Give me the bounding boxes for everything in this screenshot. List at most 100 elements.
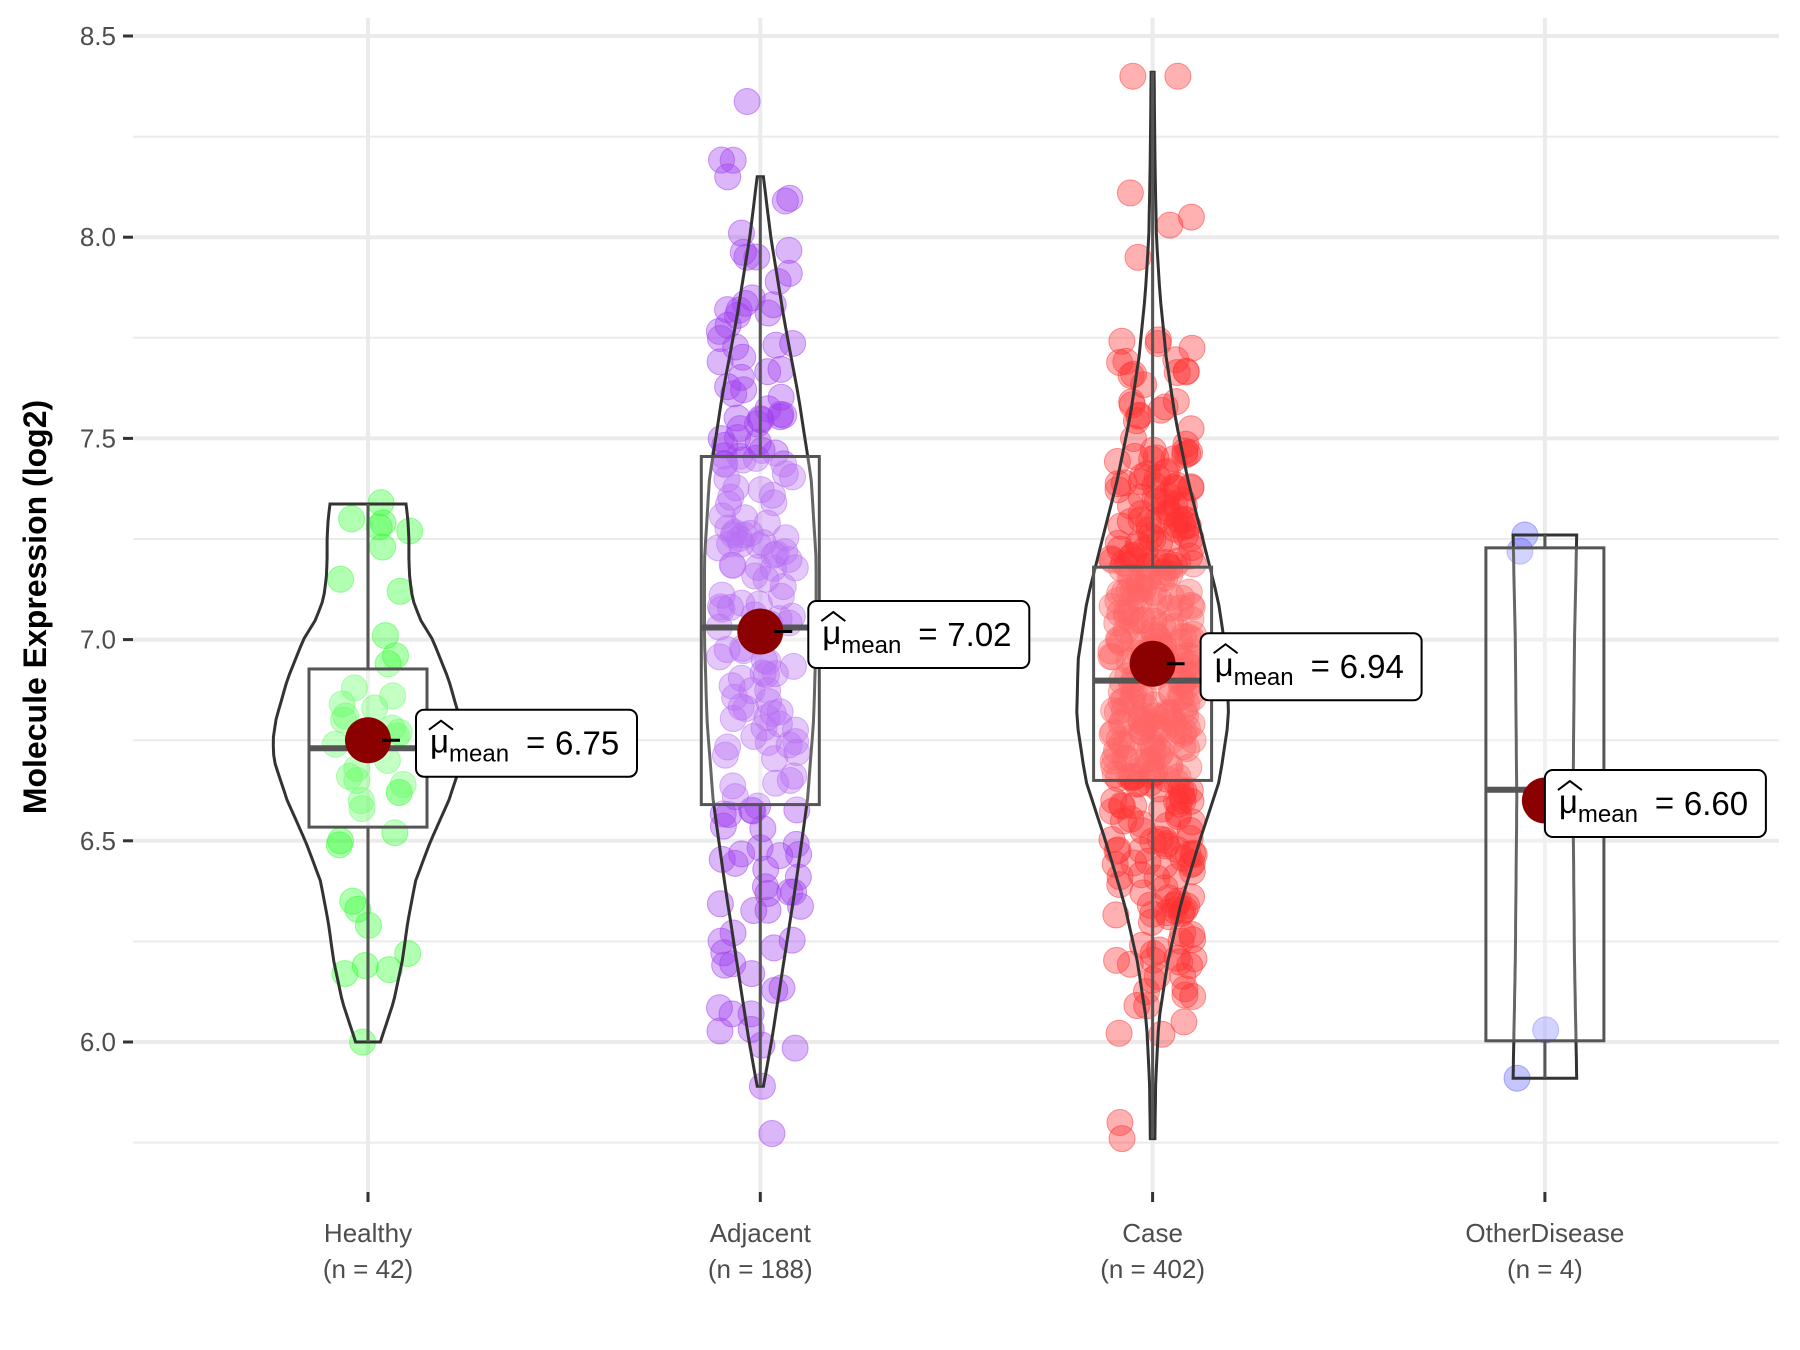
- data-point: [1100, 696, 1128, 724]
- data-point: [771, 187, 799, 215]
- hat-icon: [820, 610, 846, 622]
- data-point: [332, 702, 360, 730]
- data-point: [721, 518, 749, 546]
- x-tick-n-label-adjacent: (n = 188): [708, 1254, 813, 1284]
- data-point: [747, 476, 775, 504]
- data-point: [740, 897, 768, 925]
- data-point: [730, 521, 758, 549]
- mean-point: [737, 608, 784, 655]
- mean-subscript: mean: [841, 632, 901, 659]
- mean-subscript: mean: [449, 741, 509, 768]
- mean-value: 7.02: [947, 616, 1011, 653]
- data-point: [1161, 897, 1189, 925]
- data-point: [780, 762, 808, 790]
- mean-label-box: [415, 708, 638, 778]
- data-point: [742, 444, 770, 472]
- data-point: [1099, 719, 1127, 747]
- data-point: [776, 766, 804, 794]
- groups-layer: μ mean = 6.75μ mean = 7.02μ mean = 6.94μ mean = 6.60: [271, 62, 1767, 1153]
- data-point: [1178, 334, 1206, 362]
- data-point: [772, 524, 800, 552]
- points-healthy: [321, 489, 424, 1056]
- data-point: [754, 676, 782, 704]
- data-point: [723, 404, 751, 432]
- data-point: [711, 741, 739, 769]
- data-point: [1137, 522, 1165, 550]
- mean-label-adjacent: μ mean = 7.02: [807, 600, 1031, 670]
- data-point: [713, 636, 741, 664]
- data-point: [1141, 484, 1169, 512]
- data-point: [1166, 628, 1194, 656]
- data-point: [1098, 592, 1126, 620]
- data-point: [762, 331, 790, 359]
- data-point: [1099, 643, 1127, 671]
- data-point: [1165, 717, 1193, 745]
- y-tick-label: 7.5: [80, 423, 116, 453]
- x-tick-label-adjacent: Adjacent: [710, 1218, 812, 1248]
- mean-symbol: μ: [822, 614, 841, 651]
- data-point: [743, 243, 771, 271]
- data-point: [365, 513, 393, 541]
- x-tick-n-label-otherdisease: (n = 4): [1507, 1254, 1583, 1284]
- violin-case: [1075, 70, 1230, 1141]
- data-point: [343, 766, 371, 794]
- data-point: [1141, 591, 1169, 619]
- data-point: [1177, 605, 1205, 633]
- equals-sign: =: [918, 615, 937, 652]
- group-healthy: μ mean = 6.75: [271, 489, 638, 1056]
- y-tick-label: 8.0: [80, 222, 116, 252]
- data-point: [749, 815, 777, 843]
- data-point: [375, 956, 403, 984]
- data-point: [1138, 729, 1166, 757]
- mean-symbol: μ: [1559, 783, 1578, 820]
- hat-icon: [1213, 642, 1239, 655]
- data-point: [767, 355, 795, 383]
- x-tick-n-label-healthy: (n = 42): [323, 1254, 413, 1284]
- data-point: [1118, 723, 1146, 751]
- x-tick-label-otherdisease: OtherDisease: [1465, 1218, 1624, 1248]
- data-point: [751, 873, 779, 901]
- x-tick-label-case: Case: [1122, 1218, 1183, 1248]
- data-point: [769, 573, 797, 601]
- data-point: [1119, 62, 1147, 90]
- data-point: [1142, 702, 1170, 730]
- data-point: [369, 509, 397, 537]
- data-point: [706, 593, 734, 621]
- data-point: [781, 1034, 809, 1062]
- equals-sign: =: [526, 724, 545, 761]
- data-point: [339, 887, 367, 915]
- hat-icon: [1557, 779, 1583, 791]
- data-point: [711, 951, 739, 979]
- mean-value: 6.75: [555, 725, 619, 762]
- data-point: [714, 733, 742, 761]
- data-point: [344, 895, 372, 923]
- data-point: [327, 565, 355, 593]
- data-point: [325, 831, 353, 859]
- data-point: [1148, 1020, 1176, 1048]
- data-point: [1110, 686, 1138, 714]
- data-point: [1164, 62, 1192, 90]
- y-tick-label: 8.5: [80, 21, 116, 51]
- data-point: [1108, 555, 1136, 583]
- data-point: [762, 540, 790, 568]
- x-axis: Healthy (n = 42) Adjacent (n = 188) Case (n =…: [323, 1192, 1624, 1284]
- data-point: [727, 363, 755, 391]
- data-point: [1152, 832, 1180, 860]
- data-point: [719, 146, 747, 174]
- data-point: [706, 643, 734, 671]
- data-point: [779, 463, 807, 491]
- data-point: [1124, 243, 1152, 271]
- data-point: [714, 163, 742, 191]
- data-point: [1106, 599, 1134, 627]
- data-point: [369, 533, 397, 561]
- data-point: [1177, 787, 1205, 815]
- data-point: [1177, 591, 1205, 619]
- data-point: [753, 704, 781, 732]
- data-point: [719, 705, 747, 733]
- data-point: [1108, 327, 1136, 355]
- data-point: [1180, 945, 1208, 973]
- data-point: [775, 236, 803, 264]
- data-point: [1127, 708, 1155, 736]
- data-point: [1106, 348, 1134, 376]
- data-point: [753, 509, 781, 537]
